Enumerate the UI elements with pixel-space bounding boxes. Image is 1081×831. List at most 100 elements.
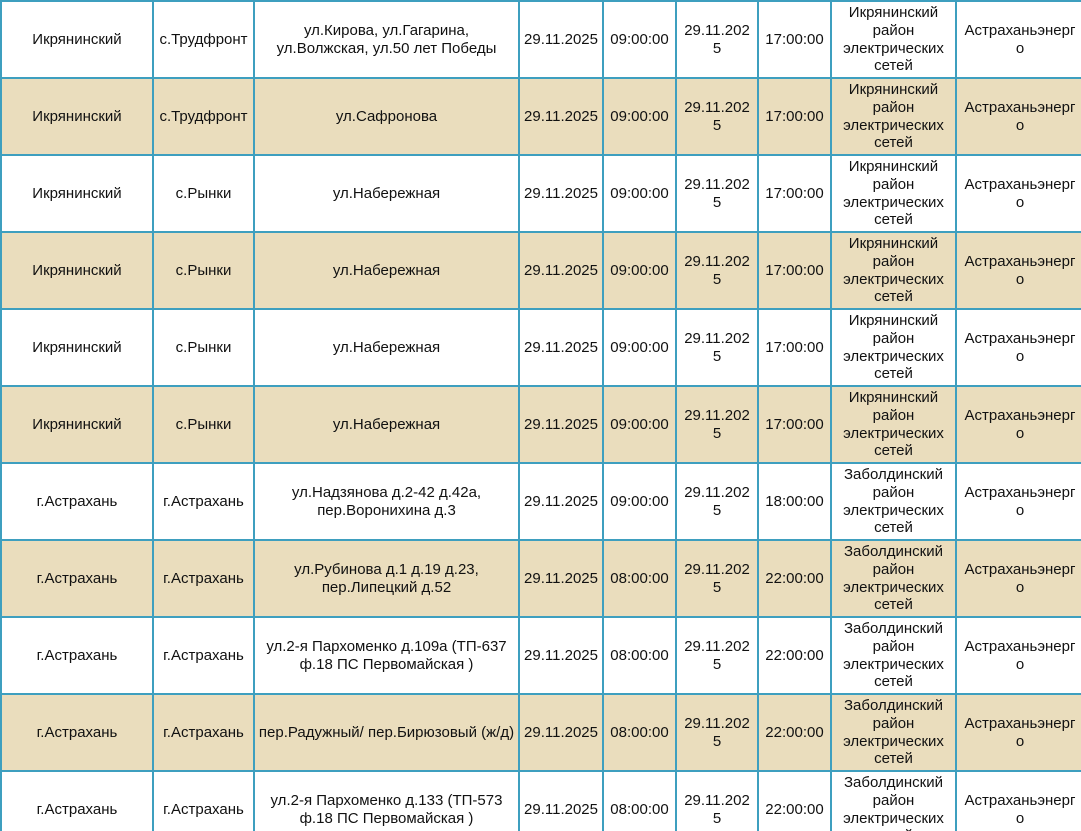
cell-start-date: 29.11.2025 — [518, 77, 604, 156]
cell-streets: ул.Надзянова д.2-42 д.42а, пер.Воронихин… — [253, 462, 520, 541]
cell-end-date: 29.11.2025 — [675, 616, 759, 695]
cell-start-time: 09:00:00 — [602, 77, 677, 156]
cell-settlement: с.Рынки — [152, 308, 255, 387]
cell-start-date: 29.11.2025 — [518, 0, 604, 79]
cell-end-time: 17:00:00 — [757, 385, 832, 464]
cell-end-date: 29.11.2025 — [675, 0, 759, 79]
cell-district: Икрянинский — [0, 154, 154, 233]
cell-district: г.Астрахань — [0, 462, 154, 541]
cell-district: г.Астрахань — [0, 539, 154, 618]
cell-settlement: с.Рынки — [152, 385, 255, 464]
cell-start-time: 09:00:00 — [602, 231, 677, 310]
table-row: г.Астрахань г.Астрахань пер.Радужный/ пе… — [0, 693, 1081, 772]
cell-start-time: 08:00:00 — [602, 539, 677, 618]
cell-streets: ул.Кирова, ул.Гагарина, ул.Волжская, ул.… — [253, 0, 520, 79]
cell-start-time: 09:00:00 — [602, 308, 677, 387]
cell-end-time: 22:00:00 — [757, 693, 832, 772]
cell-district: Икрянинский — [0, 231, 154, 310]
cell-network-org: Заболдинский район электрических сетей — [830, 539, 957, 618]
cell-district: г.Астрахань — [0, 770, 154, 831]
cell-start-date: 29.11.2025 — [518, 462, 604, 541]
cell-start-date: 29.11.2025 — [518, 154, 604, 233]
cell-start-date: 29.11.2025 — [518, 231, 604, 310]
cell-settlement: с.Рынки — [152, 231, 255, 310]
cell-company: Астраханьэнерго — [955, 154, 1081, 233]
cell-district: Икрянинский — [0, 308, 154, 387]
cell-company: Астраханьэнерго — [955, 308, 1081, 387]
cell-settlement: г.Астрахань — [152, 693, 255, 772]
cell-network-org: Заболдинский район электрических сетей — [830, 770, 957, 831]
cell-network-org: Икрянинский район электрических сетей — [830, 154, 957, 233]
cell-network-org: Икрянинский район электрических сетей — [830, 308, 957, 387]
cell-district: Икрянинский — [0, 0, 154, 79]
table-row: г.Астрахань г.Астрахань ул.Надзянова д.2… — [0, 462, 1081, 541]
cell-start-time: 08:00:00 — [602, 693, 677, 772]
table-row: г.Астрахань г.Астрахань ул.2-я Пархоменк… — [0, 616, 1081, 695]
cell-streets: ул.Набережная — [253, 154, 520, 233]
cell-end-time: 18:00:00 — [757, 462, 832, 541]
cell-company: Астраханьэнерго — [955, 693, 1081, 772]
cell-end-time: 22:00:00 — [757, 770, 832, 831]
cell-end-date: 29.11.2025 — [675, 770, 759, 831]
cell-start-time: 09:00:00 — [602, 385, 677, 464]
cell-start-date: 29.11.2025 — [518, 539, 604, 618]
cell-company: Астраханьэнерго — [955, 231, 1081, 310]
cell-network-org: Икрянинский район электрических сетей — [830, 0, 957, 79]
cell-end-date: 29.11.2025 — [675, 77, 759, 156]
cell-end-time: 17:00:00 — [757, 154, 832, 233]
cell-start-time: 09:00:00 — [602, 462, 677, 541]
cell-company: Астраханьэнерго — [955, 0, 1081, 79]
cell-streets: пер.Радужный/ пер.Бирюзовый (ж/д) — [253, 693, 520, 772]
cell-end-time: 22:00:00 — [757, 539, 832, 618]
cell-start-date: 29.11.2025 — [518, 308, 604, 387]
cell-company: Астраханьэнерго — [955, 616, 1081, 695]
cell-streets: ул.Рубинова д.1 д.19 д.23, пер.Липецкий … — [253, 539, 520, 618]
cell-start-date: 29.11.2025 — [518, 385, 604, 464]
table-row: г.Астрахань г.Астрахань ул.Рубинова д.1 … — [0, 539, 1081, 618]
cell-end-time: 17:00:00 — [757, 0, 832, 79]
cell-company: Астраханьэнерго — [955, 77, 1081, 156]
cell-start-time: 09:00:00 — [602, 0, 677, 79]
table-row: Икрянинский с.Рынки ул.Набережная 29.11.… — [0, 231, 1081, 310]
cell-streets: ул.Набережная — [253, 308, 520, 387]
table-row: Икрянинский с.Трудфронт ул.Сафронова 29.… — [0, 77, 1081, 156]
cell-end-date: 29.11.2025 — [675, 693, 759, 772]
cell-company: Астраханьэнерго — [955, 385, 1081, 464]
cell-network-org: Заболдинский район электрических сетей — [830, 462, 957, 541]
cell-end-date: 29.11.2025 — [675, 231, 759, 310]
table-row: Икрянинский с.Трудфронт ул.Кирова, ул.Га… — [0, 0, 1081, 79]
cell-settlement: с.Рынки — [152, 154, 255, 233]
cell-end-time: 17:00:00 — [757, 231, 832, 310]
table-row: Икрянинский с.Рынки ул.Набережная 29.11.… — [0, 385, 1081, 464]
cell-company: Астраханьэнерго — [955, 770, 1081, 831]
cell-streets: ул.2-я Пархоменко д.109а (ТП-637 ф.18 ПС… — [253, 616, 520, 695]
cell-company: Астраханьэнерго — [955, 539, 1081, 618]
cell-end-date: 29.11.2025 — [675, 462, 759, 541]
cell-end-time: 17:00:00 — [757, 308, 832, 387]
table-row: Икрянинский с.Рынки ул.Набережная 29.11.… — [0, 308, 1081, 387]
cell-network-org: Икрянинский район электрических сетей — [830, 231, 957, 310]
cell-end-time: 22:00:00 — [757, 616, 832, 695]
cell-settlement: с.Трудфронт — [152, 0, 255, 79]
cell-settlement: г.Астрахань — [152, 539, 255, 618]
cell-start-time: 08:00:00 — [602, 770, 677, 831]
cell-settlement: г.Астрахань — [152, 616, 255, 695]
cell-start-date: 29.11.2025 — [518, 693, 604, 772]
cell-end-date: 29.11.2025 — [675, 385, 759, 464]
cell-network-org: Икрянинский район электрических сетей — [830, 77, 957, 156]
cell-start-date: 29.11.2025 — [518, 616, 604, 695]
cell-end-date: 29.11.2025 — [675, 539, 759, 618]
table-row: Икрянинский с.Рынки ул.Набережная 29.11.… — [0, 154, 1081, 233]
cell-company: Астраханьэнерго — [955, 462, 1081, 541]
cell-streets: ул.2-я Пархоменко д.133 (ТП-573 ф.18 ПС … — [253, 770, 520, 831]
cell-streets: ул.Набережная — [253, 385, 520, 464]
cell-end-date: 29.11.2025 — [675, 308, 759, 387]
cell-district: г.Астрахань — [0, 616, 154, 695]
cell-settlement: г.Астрахань — [152, 462, 255, 541]
cell-start-time: 08:00:00 — [602, 616, 677, 695]
cell-settlement: г.Астрахань — [152, 770, 255, 831]
cell-network-org: Икрянинский район электрических сетей — [830, 385, 957, 464]
